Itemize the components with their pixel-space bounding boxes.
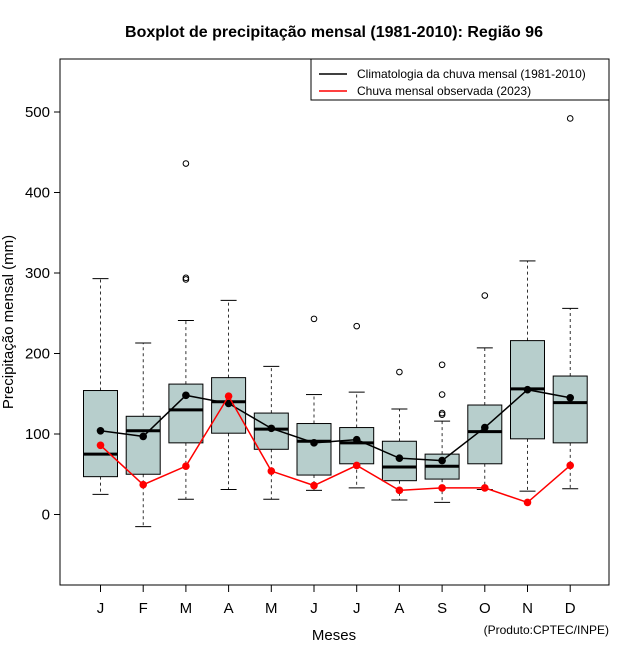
climatology-point bbox=[438, 456, 446, 465]
observed-point bbox=[139, 480, 147, 489]
box-9 bbox=[424, 361, 460, 503]
observed-point bbox=[523, 498, 532, 507]
observed-point bbox=[352, 461, 361, 470]
x-tick-label: J bbox=[353, 600, 361, 617]
outlier-point bbox=[353, 322, 361, 330]
x-tick-label: M bbox=[265, 600, 278, 617]
box-3 bbox=[168, 160, 204, 500]
boxes-layer bbox=[83, 115, 588, 528]
climatology-point bbox=[267, 424, 276, 433]
box-1 bbox=[83, 278, 118, 495]
outlier-point bbox=[438, 361, 446, 369]
observed-point bbox=[310, 481, 318, 490]
box-6 bbox=[296, 315, 332, 491]
observed-line bbox=[99, 394, 571, 504]
climatology-point bbox=[182, 391, 190, 400]
x-tick-label: D bbox=[565, 600, 576, 617]
chart-title: Boxplot de precipitação mensal (1981-201… bbox=[125, 24, 543, 41]
climatology-point bbox=[224, 399, 233, 408]
box-8 bbox=[381, 368, 417, 501]
y-tick-label: 300 bbox=[25, 265, 50, 282]
legend-label-climatology: Climatologia da chuva mensal (1981-2010) bbox=[357, 67, 586, 81]
observed-point bbox=[395, 486, 404, 495]
x-axis-label: Meses bbox=[312, 627, 356, 644]
observed-point bbox=[481, 484, 489, 492]
y-tick-label: 0 bbox=[42, 507, 50, 524]
outlier-point bbox=[566, 115, 574, 122]
legend-box bbox=[310, 58, 610, 101]
x-tick-label: A bbox=[224, 600, 234, 617]
series-layer bbox=[96, 385, 574, 507]
x-tick-label: O bbox=[479, 600, 491, 617]
box-body bbox=[552, 375, 588, 444]
outlier-point bbox=[438, 391, 446, 398]
outlier-point bbox=[182, 160, 190, 167]
legend-label-observed: Chuva mensal observada (2023) bbox=[357, 84, 531, 98]
box-body bbox=[296, 423, 332, 476]
y-axis: 0 100 200 300 400 500 bbox=[25, 104, 60, 524]
climatology-point bbox=[481, 423, 489, 432]
climatology-point bbox=[352, 435, 361, 444]
climatology-point bbox=[139, 432, 147, 441]
observed-point bbox=[438, 484, 446, 492]
observed-point bbox=[96, 441, 105, 450]
outlier-point bbox=[396, 368, 403, 376]
climatology-point bbox=[395, 454, 404, 462]
climatology-point bbox=[523, 385, 532, 394]
observed-point bbox=[182, 462, 190, 471]
x-tick-label: F bbox=[139, 600, 148, 617]
box-body bbox=[339, 427, 375, 465]
y-tick-label: 100 bbox=[25, 426, 50, 443]
outlier-point bbox=[182, 274, 190, 282]
x-tick-label: N bbox=[522, 600, 533, 617]
outlier-point bbox=[481, 292, 489, 299]
outlier-point bbox=[310, 315, 318, 323]
box-12 bbox=[552, 115, 588, 490]
y-tick-label: 200 bbox=[25, 346, 50, 363]
box-body bbox=[467, 404, 503, 465]
observed-point bbox=[224, 392, 233, 400]
outlier-point bbox=[438, 409, 446, 417]
y-axis-label: Precipitação mensal (mm) bbox=[0, 235, 17, 409]
box-11 bbox=[510, 260, 545, 492]
y-tick-label: 500 bbox=[25, 104, 50, 121]
climatology-point bbox=[310, 439, 318, 447]
observed-point bbox=[566, 461, 574, 470]
climatology-point bbox=[566, 393, 574, 402]
x-tick-label: S bbox=[437, 600, 447, 617]
box-10 bbox=[467, 292, 503, 491]
x-tick-label: M bbox=[180, 600, 193, 617]
credit-text: (Produto:CPTEC/INPE) bbox=[484, 623, 609, 637]
x-tick-label: J bbox=[310, 600, 318, 617]
climatology-point bbox=[96, 426, 105, 435]
y-tick-label: 400 bbox=[25, 185, 50, 202]
legend: Climatologia da chuva mensal (1981-2010)… bbox=[310, 58, 610, 101]
observed-point bbox=[267, 467, 276, 475]
x-tick-label: A bbox=[394, 600, 404, 617]
x-tick-label: J bbox=[97, 600, 105, 617]
climatology-line bbox=[100, 388, 571, 462]
